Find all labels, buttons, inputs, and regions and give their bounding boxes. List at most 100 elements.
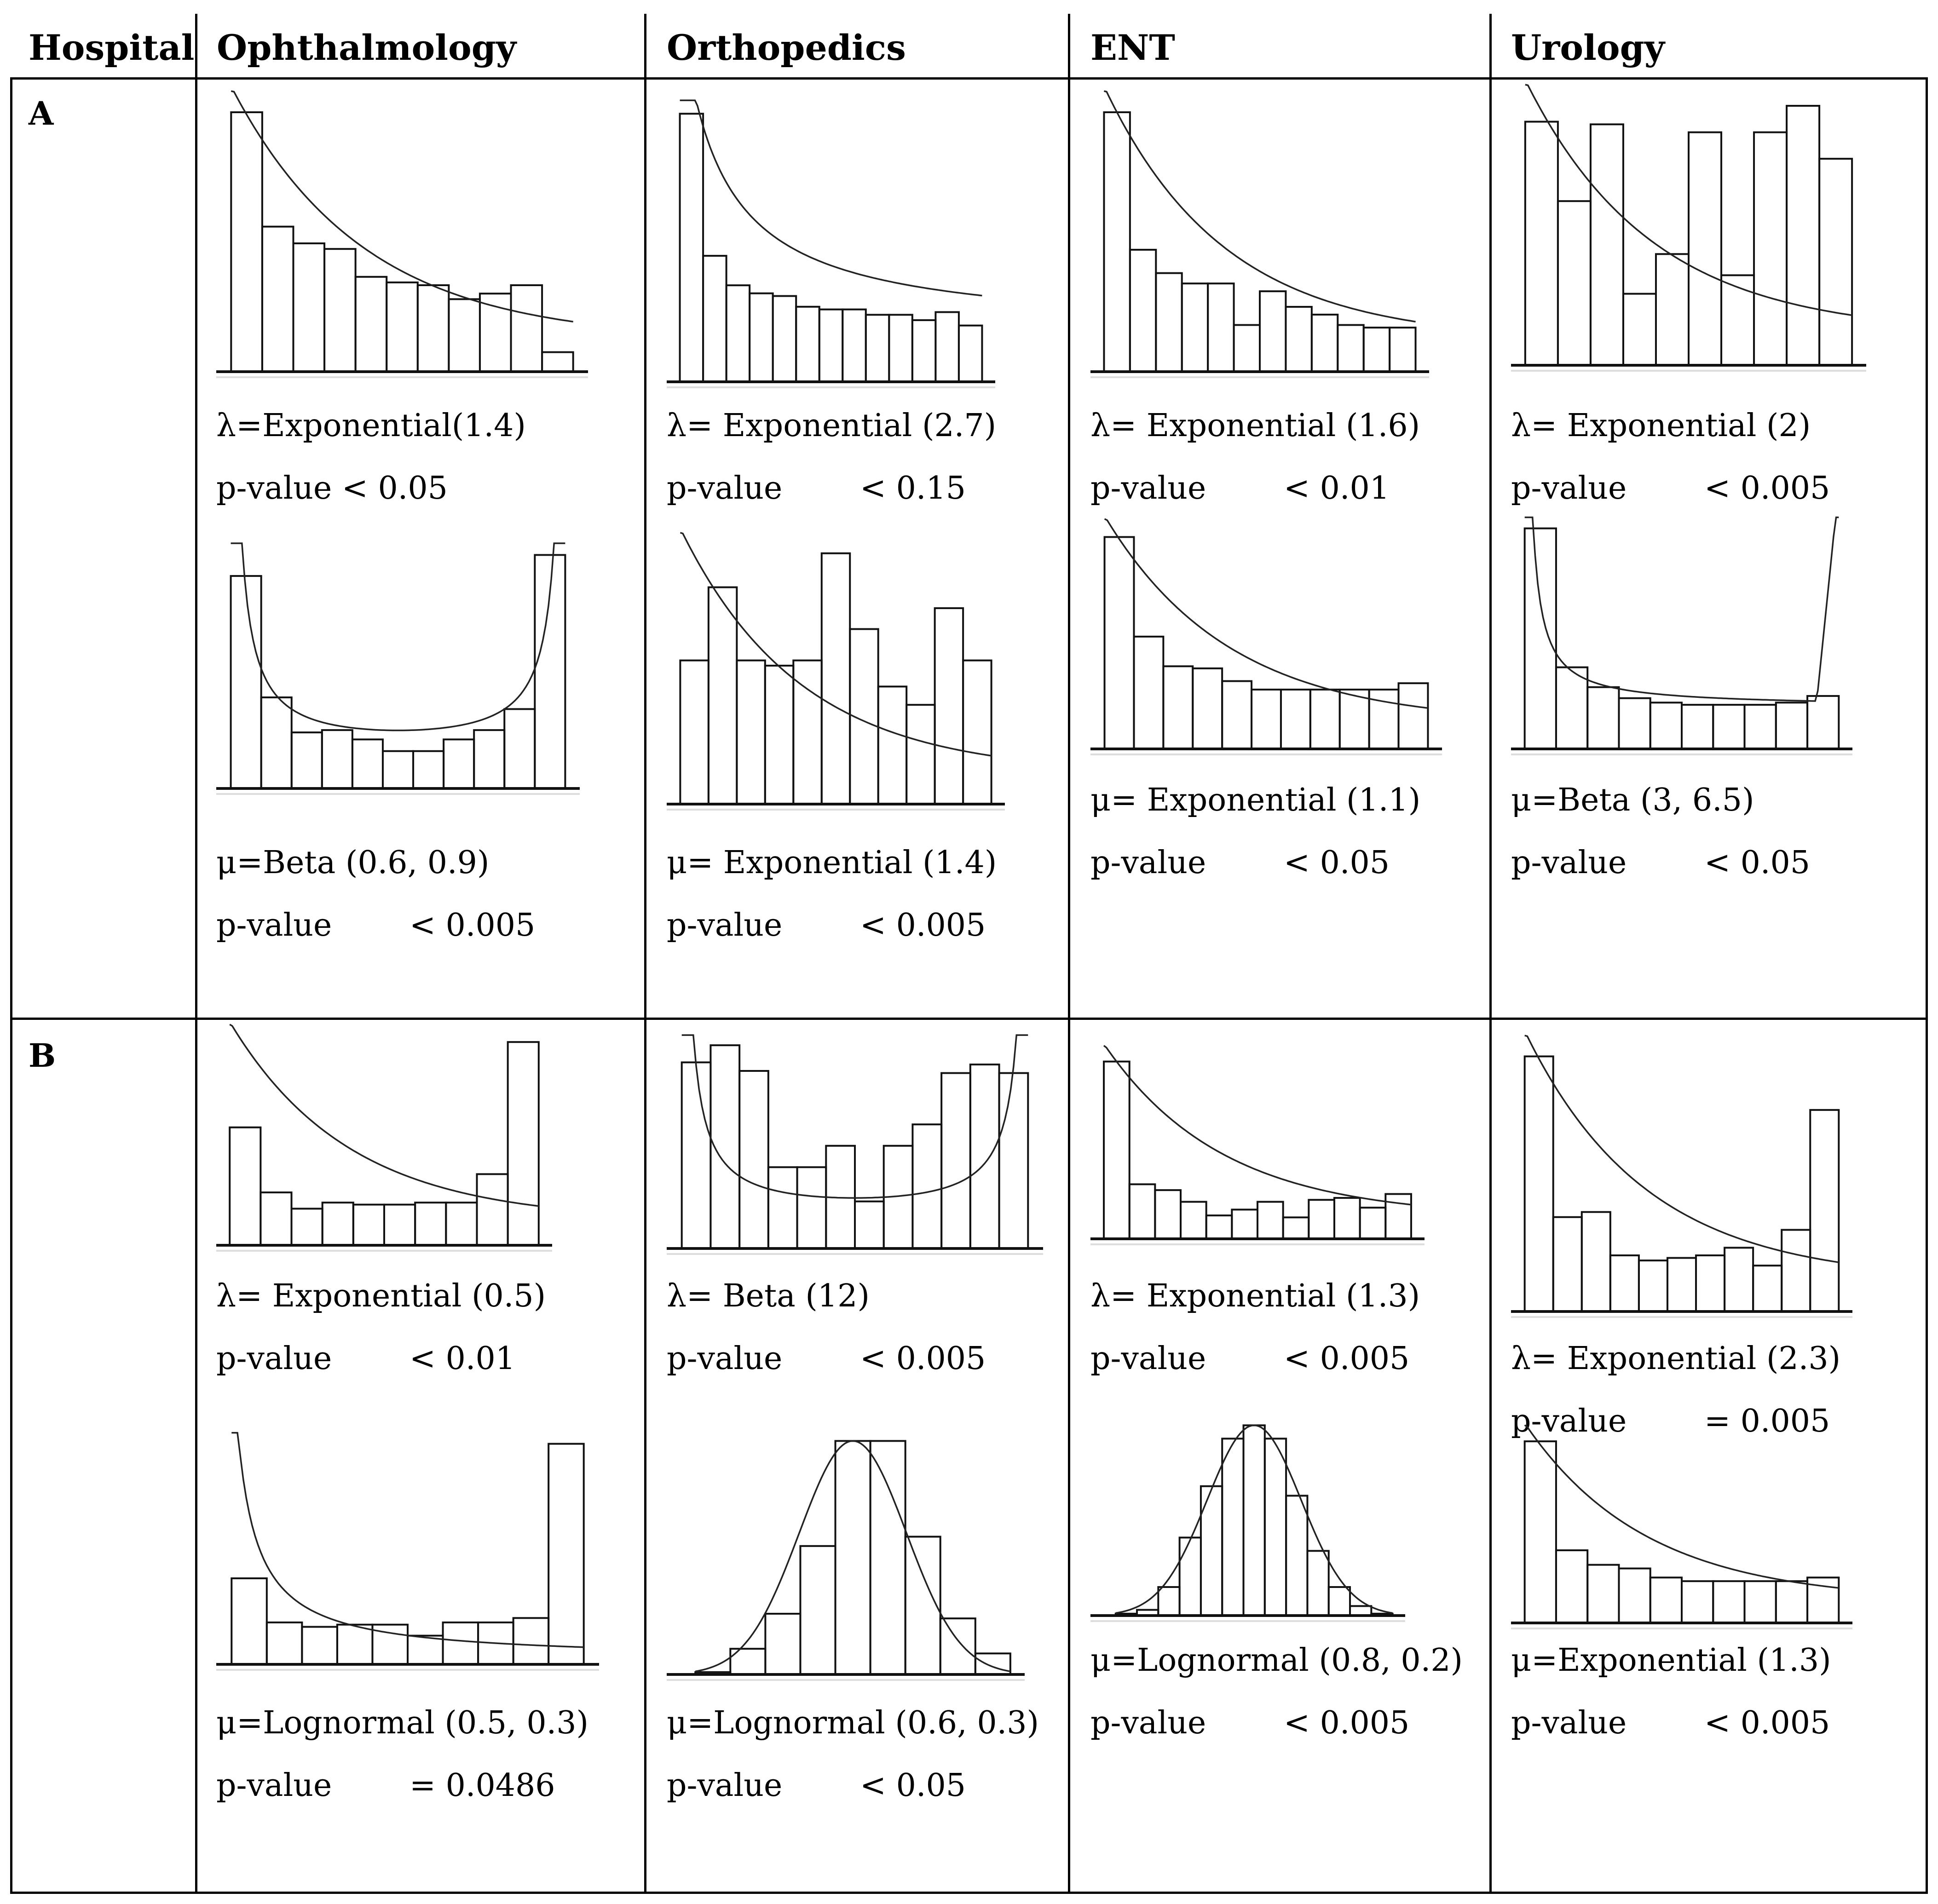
histogram-bar: [888, 314, 913, 383]
histogram-bar: [442, 1621, 479, 1665]
table-left-border: [10, 77, 12, 1894]
histogram-bar: [1368, 689, 1400, 750]
histogram-bar: [548, 1443, 585, 1665]
histogram-bar: [1712, 1580, 1746, 1624]
histogram-bar: [1724, 1247, 1754, 1312]
fitted-curve: [1525, 84, 1852, 316]
histogram-bar: [416, 284, 450, 373]
histogram-bar: [854, 1200, 885, 1249]
histogram-bar: [1205, 1214, 1233, 1240]
histogram-bar: [260, 696, 293, 790]
histogram-bar: [261, 225, 294, 373]
histogram-bar: [1523, 527, 1557, 750]
histogram-bar: [1310, 313, 1339, 373]
row-divider: [10, 1018, 1928, 1020]
histogram-bar: [877, 685, 908, 805]
histogram-bar: [1155, 272, 1183, 373]
table-top-border: [10, 77, 1928, 80]
p-value: < 0.05: [860, 1767, 966, 1804]
histogram-bar: [230, 575, 262, 789]
p-value-label: p-value: [1090, 470, 1206, 506]
distribution-label: μ=Lognormal (0.8, 0.2): [1090, 1642, 1463, 1679]
histogram-bar: [725, 284, 751, 383]
histogram-bar: [1681, 704, 1714, 750]
histogram-bar: [869, 1440, 906, 1676]
histogram-bar: [1362, 327, 1391, 373]
histogram-bar: [229, 1126, 262, 1246]
histogram-bar: [1622, 293, 1657, 366]
p-value-label: p-value: [667, 1340, 783, 1377]
header-ent: ENT: [1090, 27, 1175, 68]
histogram-bar: [818, 308, 844, 383]
histogram-bar: [414, 1202, 447, 1246]
p-value: < 0.01: [1284, 470, 1390, 506]
histogram-bar: [231, 1577, 268, 1665]
histogram-bar: [702, 255, 727, 383]
fitted-curve: [1115, 1424, 1393, 1614]
histogram-bar: [911, 1123, 943, 1249]
histogram-bar: [1618, 1567, 1651, 1624]
histogram-bar: [764, 1613, 802, 1675]
histogram-bar: [1523, 1440, 1557, 1624]
histogram-bar: [1649, 1576, 1683, 1624]
distribution-label: μ=Exponential (1.3): [1511, 1642, 1831, 1679]
histogram-bar: [767, 1166, 798, 1249]
histogram-bar: [1162, 665, 1194, 750]
header-hospital: Hospital: [29, 27, 195, 68]
histogram-bar: [1818, 158, 1853, 366]
histogram-bar: [1557, 200, 1592, 366]
column-divider: [1489, 14, 1492, 1894]
histogram-bar: [479, 293, 512, 373]
histogram-bar: [1695, 1254, 1726, 1313]
histogram-bar: [1333, 1197, 1361, 1240]
histogram-bar: [1555, 666, 1589, 750]
histogram-bar: [906, 704, 936, 805]
histogram-A-ort-2: [667, 532, 1005, 811]
histogram-bar: [407, 1634, 444, 1666]
row-label-a: A: [29, 94, 54, 132]
histogram-bar: [962, 659, 992, 805]
p-value: < 0.005: [1284, 1340, 1410, 1377]
p-value-label: p-value: [1511, 470, 1627, 506]
header-ophthalmology: Ophthalmology: [217, 27, 517, 68]
histogram-bar: [1133, 635, 1165, 750]
histogram-bar: [1103, 1060, 1130, 1240]
distribution-label: μ=Beta (0.6, 0.9): [216, 845, 490, 881]
fitted-curve: [1524, 1424, 1839, 1589]
histogram-bar: [736, 659, 766, 805]
histogram-bar: [1712, 704, 1746, 750]
histogram-bar: [957, 324, 983, 383]
p-value-label: p-value: [667, 907, 783, 943]
histogram-bar: [1180, 1201, 1207, 1240]
histogram-A-ent-1: [1090, 90, 1429, 378]
histogram-bar: [1781, 1229, 1811, 1313]
histogram-bar: [1809, 1109, 1840, 1312]
histogram-bar: [911, 319, 937, 383]
histogram-bar: [1242, 1424, 1266, 1617]
table-right-border: [1926, 77, 1928, 1894]
histogram-B-ort-1: [667, 1034, 1043, 1255]
histogram-bar: [1103, 536, 1135, 750]
histogram-A-ent-2: [1090, 518, 1442, 755]
distribution-label: μ=Lognormal (0.5, 0.3): [216, 1705, 588, 1741]
histogram-bar: [1154, 1189, 1182, 1240]
distribution-label: λ= Exponential (2.3): [1511, 1340, 1841, 1377]
histogram-bar: [381, 750, 415, 789]
histogram-bar: [1327, 1586, 1351, 1616]
histogram-bar: [796, 1166, 827, 1249]
histogram-B-ort-2: [667, 1440, 1025, 1681]
fitted-curve: [229, 1024, 539, 1207]
histogram-bar: [1280, 689, 1311, 750]
histogram-bar: [1178, 1536, 1202, 1617]
histogram-B-oph-2: [216, 1432, 599, 1671]
p-value-label: p-value: [1090, 1340, 1206, 1377]
histogram-bar: [1282, 1216, 1310, 1240]
histogram-bar: [1720, 274, 1755, 366]
histogram-bar: [940, 1072, 971, 1250]
histogram-bar: [679, 113, 704, 383]
histogram-bar: [1349, 1605, 1373, 1617]
p-value: < 0.005: [860, 907, 986, 943]
histogram-bar: [1337, 324, 1365, 373]
p-value-label: p-value: [667, 470, 783, 506]
